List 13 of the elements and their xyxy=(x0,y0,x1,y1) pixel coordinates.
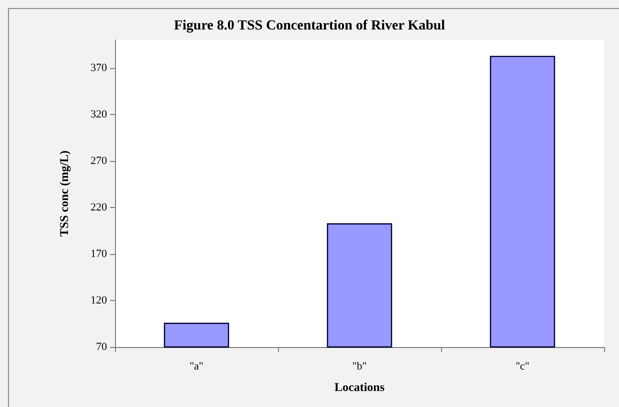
y-tick-label: 170 xyxy=(90,248,108,260)
x-tick-label: "c" xyxy=(516,360,530,372)
y-tick-label: 220 xyxy=(90,201,108,214)
chart-title: Figure 8.0 TSS Concentartion of River Kabul xyxy=(174,18,446,34)
y-tick-label: 270 xyxy=(90,154,108,167)
y-tick-label: 70 xyxy=(96,341,108,353)
y-axis-title: TSS conc (mg/L) xyxy=(57,150,71,237)
x-tick-label: "a" xyxy=(190,360,204,372)
y-tick-label: 120 xyxy=(90,294,108,306)
y-tick-label: 370 xyxy=(90,62,108,74)
x-tick-label: "b" xyxy=(352,360,367,372)
x-axis-title: Locations xyxy=(334,380,385,394)
y-tick-label: 320 xyxy=(90,108,108,120)
